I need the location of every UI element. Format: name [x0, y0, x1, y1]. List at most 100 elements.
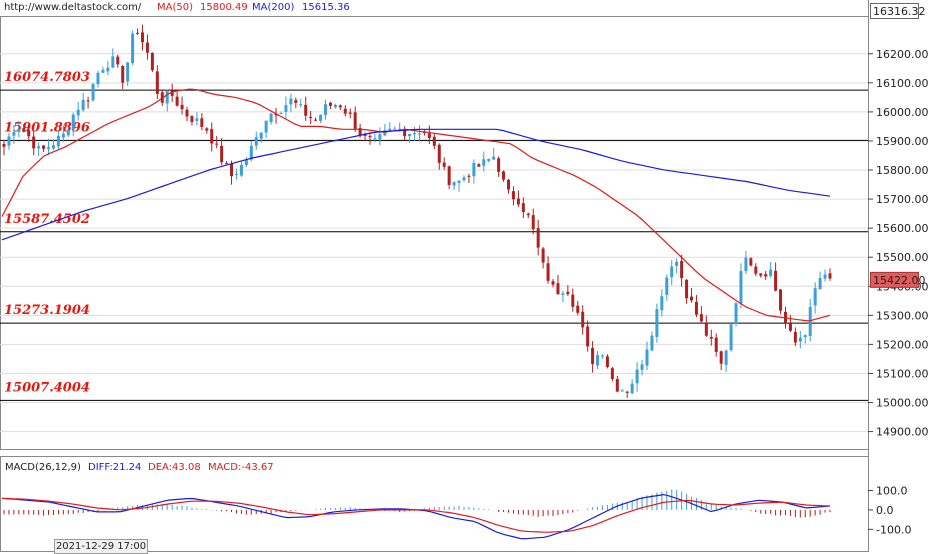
candle-body — [744, 257, 748, 272]
candle-body — [472, 162, 476, 177]
candle-body — [274, 113, 278, 116]
candle-body — [215, 143, 219, 145]
candle-body — [314, 119, 318, 121]
top-price-label: 16316.32 — [873, 5, 926, 18]
candle-body — [91, 83, 95, 101]
candle-body — [452, 182, 456, 186]
candle-body — [165, 90, 169, 104]
candle-body — [259, 132, 263, 139]
candle-body — [492, 156, 496, 160]
candle-body — [254, 137, 258, 146]
candle-body — [76, 109, 80, 116]
candle-body — [244, 159, 248, 166]
candle-body — [126, 62, 130, 82]
candle-body — [47, 147, 51, 149]
candle-body — [348, 112, 352, 114]
ma200-value: 15615.36 — [302, 2, 350, 13]
candle-body — [635, 369, 639, 384]
candle-body — [749, 258, 753, 266]
candle-body — [521, 203, 525, 213]
price-tick-label: 16000.00 — [876, 106, 929, 119]
candle-body — [185, 109, 189, 117]
candle-body — [304, 104, 308, 116]
candle-body — [230, 163, 234, 177]
candle-body — [155, 71, 159, 94]
candle-body — [145, 42, 149, 53]
candle-body — [51, 145, 55, 149]
candle-body — [596, 355, 600, 366]
candle-body — [323, 104, 327, 115]
candle-body — [610, 368, 614, 379]
price-tick-label: 15000.00 — [876, 397, 929, 410]
candle-body — [353, 112, 357, 129]
candle-body — [571, 294, 575, 307]
candle-body — [769, 269, 773, 276]
candle-body — [393, 128, 397, 130]
candle-body — [358, 127, 362, 136]
candle-body — [739, 271, 743, 304]
candle-body — [432, 136, 436, 146]
candle-body — [12, 132, 16, 136]
candle-body — [279, 113, 283, 115]
candle-body — [249, 145, 253, 160]
candle-body — [788, 323, 792, 331]
candle-body — [625, 391, 629, 393]
candle-body — [264, 120, 268, 133]
candle-body — [699, 314, 703, 322]
macd-tick-label: -100.0 — [876, 523, 911, 536]
ma50-value: 15800.49 — [200, 2, 248, 13]
candle-body — [650, 335, 654, 351]
price-tick-label: 15600.00 — [876, 222, 929, 235]
macd-dea-line — [1, 497, 831, 533]
candle-body — [764, 274, 768, 277]
candle-body — [516, 198, 520, 205]
candle-body — [487, 158, 491, 161]
level-label: 15273.1904 — [4, 303, 90, 318]
candle-body — [615, 378, 619, 392]
candle-body — [576, 305, 580, 313]
candle-body — [437, 144, 441, 163]
candle-body — [630, 383, 634, 394]
candle-body — [116, 56, 120, 65]
source-url[interactable]: http://www.deltastock.com/ — [4, 2, 142, 13]
price-tick-label: 15100.00 — [876, 367, 929, 380]
candle-body — [427, 133, 431, 139]
price-tick-label: 14900.00 — [876, 426, 929, 439]
macd-tick-label: 0.0 — [876, 504, 894, 517]
candle-body — [546, 263, 550, 281]
candle-body — [497, 158, 501, 172]
candle-body — [175, 96, 179, 106]
candle-body — [96, 72, 100, 85]
level-label: 16074.7803 — [4, 70, 90, 85]
candle-body — [709, 337, 713, 339]
candle-body — [403, 130, 407, 137]
candle-body — [526, 213, 530, 216]
candle-body — [417, 133, 421, 135]
price-tick-label: 15300.00 — [876, 309, 929, 322]
candle-body — [640, 364, 644, 370]
candle-body — [195, 118, 199, 121]
candle-body — [205, 128, 209, 131]
candle-body — [620, 390, 624, 392]
candle-body — [106, 67, 110, 72]
candle-body — [645, 349, 649, 366]
candle-body — [605, 356, 609, 367]
candle-body — [447, 166, 451, 186]
candle-body — [798, 337, 802, 342]
candle-body — [779, 289, 783, 311]
price-tick-label: 15700.00 — [876, 193, 929, 206]
macd-value: MACD:-43.67 — [208, 462, 274, 473]
candle-body — [180, 104, 184, 110]
candle-body — [665, 277, 669, 295]
candle-body — [140, 32, 144, 43]
candle-body — [675, 261, 679, 266]
price-tick-label: 16200.00 — [876, 48, 929, 61]
candle-body — [442, 162, 446, 167]
macd-title: MACD(26,12,9) — [5, 462, 81, 473]
candle-body — [333, 104, 337, 108]
candle-body — [200, 118, 204, 127]
candle-body — [27, 130, 31, 137]
candle-body — [363, 134, 367, 136]
candle-body — [388, 128, 392, 131]
